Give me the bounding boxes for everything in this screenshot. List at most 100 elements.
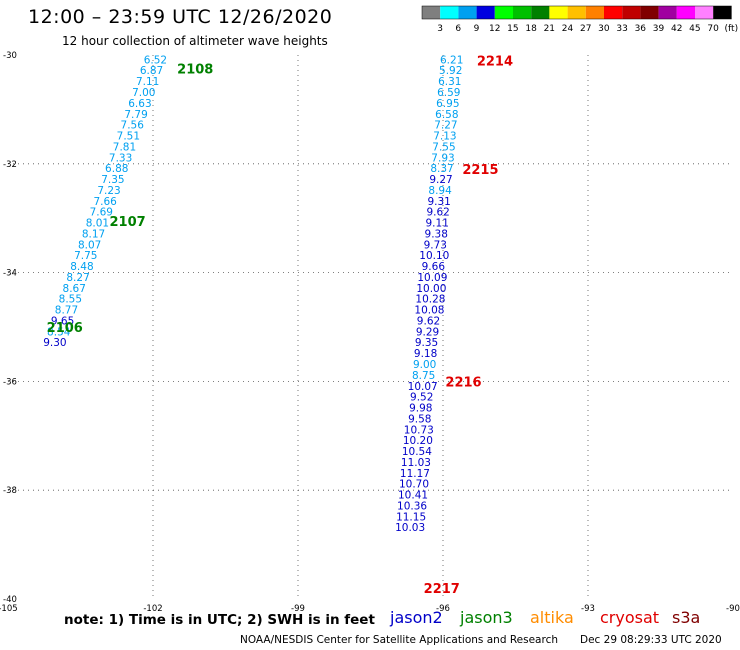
x-tick-label: -96 bbox=[436, 604, 450, 614]
x-tick-label: -99 bbox=[291, 604, 305, 614]
colorbar-label: 39 bbox=[653, 24, 665, 34]
wave-height-label: 11.03 bbox=[401, 457, 431, 469]
time-label: 2107 bbox=[110, 215, 146, 230]
wave-height-label: 7.51 bbox=[117, 131, 140, 143]
y-tick-label: -36 bbox=[3, 377, 17, 387]
wave-height-label: 10.28 bbox=[415, 294, 445, 306]
time-label: 2214 bbox=[477, 54, 513, 69]
colorbar-swatch bbox=[494, 6, 513, 19]
colorbar-swatch bbox=[604, 6, 623, 19]
wave-height-label: 7.33 bbox=[109, 152, 132, 164]
wave-height-label: 9.62 bbox=[426, 207, 449, 219]
wave-height-label: 6.58 bbox=[435, 109, 458, 121]
colorbar-label: 33 bbox=[616, 24, 627, 34]
wave-height-label: 9.11 bbox=[426, 218, 449, 230]
wave-height-label: 6.59 bbox=[437, 87, 460, 99]
wave-height-label: 8.17 bbox=[82, 228, 105, 240]
colorbar-swatch bbox=[549, 6, 568, 19]
colorbar-label: 15 bbox=[507, 24, 518, 34]
colorbar-swatch bbox=[458, 6, 477, 19]
wave-height-label: 7.66 bbox=[93, 196, 117, 208]
y-tick-label: -38 bbox=[3, 486, 17, 496]
wave-height-label: 10.10 bbox=[419, 250, 449, 262]
wave-height-label: 6.87 bbox=[140, 65, 163, 77]
wave-height-label: 6.21 bbox=[440, 54, 463, 66]
wave-height-label: 10.70 bbox=[399, 479, 429, 491]
wave-height-label: 7.27 bbox=[434, 120, 457, 132]
colorbar-frame bbox=[421, 5, 732, 20]
colorbar-swatch bbox=[476, 6, 495, 19]
wave-height-label: 8.54 bbox=[47, 326, 71, 338]
wave-height-label: 9.38 bbox=[425, 228, 448, 240]
wave-height-label: 7.00 bbox=[132, 87, 155, 99]
wave-height-label: 8.67 bbox=[63, 283, 86, 295]
legend-altika: altika bbox=[530, 608, 574, 627]
y-tick-label: -34 bbox=[3, 269, 17, 279]
chart-title: 12:00 – 23:59 UTC 12/26/2020 bbox=[28, 6, 333, 28]
wave-height-label: 11.15 bbox=[396, 511, 426, 523]
wave-height-label: 7.13 bbox=[433, 131, 456, 143]
wave-height-label: 9.98 bbox=[409, 403, 432, 415]
generated-timestamp: Dec 29 08:29:33 UTC 2020 bbox=[580, 634, 722, 646]
wave-height-label: 11.17 bbox=[400, 468, 430, 480]
colorbar-label: 36 bbox=[635, 24, 647, 34]
colorbar-swatch bbox=[531, 6, 550, 19]
colorbar-swatch bbox=[622, 6, 641, 19]
wave-height-label: 6.88 bbox=[105, 163, 128, 175]
wave-height-label: 8.48 bbox=[70, 261, 93, 273]
wave-height-label: 8.27 bbox=[66, 272, 89, 284]
wave-height-label: 8.37 bbox=[430, 163, 453, 175]
y-tick-label: -30 bbox=[3, 51, 17, 61]
y-tick-label: -40 bbox=[3, 595, 17, 605]
colorbar-label: 70 bbox=[707, 24, 719, 34]
x-tick-label: -105 bbox=[0, 604, 18, 614]
wave-height-label: 8.07 bbox=[78, 239, 101, 251]
wave-height-label: 8.01 bbox=[86, 218, 109, 230]
colorbar-swatch bbox=[513, 6, 532, 19]
wave-height-label: 7.69 bbox=[90, 207, 113, 219]
legend-cryosat: cryosat bbox=[600, 608, 660, 627]
wave-height-label: 10.08 bbox=[414, 305, 444, 317]
time-label: 2215 bbox=[462, 163, 498, 178]
wave-height-label: 7.23 bbox=[97, 185, 120, 197]
wave-height-label: 9.65 bbox=[51, 315, 74, 327]
time-label: 2108 bbox=[177, 63, 213, 78]
wave-height-label: 10.03 bbox=[395, 522, 425, 534]
wave-height-label: 9.66 bbox=[422, 261, 446, 273]
colorbar-label: 12 bbox=[489, 24, 500, 34]
colorbar-swatch bbox=[440, 6, 459, 19]
wave-height-label: 7.55 bbox=[432, 141, 455, 153]
wave-height-label: 9.35 bbox=[415, 337, 438, 349]
time-label: 2106 bbox=[47, 321, 83, 336]
colorbar-label: 3 bbox=[437, 24, 443, 34]
time-label: 2216 bbox=[445, 375, 481, 390]
legend-jason2: jason2 bbox=[390, 608, 443, 627]
colorbar-label: 24 bbox=[562, 24, 574, 34]
colorbar-label: 6 bbox=[455, 24, 461, 34]
wave-height-label: 10.41 bbox=[398, 490, 428, 502]
wave-height-label: 10.54 bbox=[402, 446, 432, 458]
wave-height-label: 10.00 bbox=[416, 283, 446, 295]
wave-height-label: 7.79 bbox=[124, 109, 147, 121]
legend-jason3: jason3 bbox=[460, 608, 513, 627]
x-tick-label: -102 bbox=[143, 604, 162, 614]
colorbar-swatch bbox=[640, 6, 659, 19]
wave-height-label: 6.31 bbox=[438, 76, 461, 88]
colorbar-label: 9 bbox=[474, 24, 480, 34]
y-tick-label: -32 bbox=[3, 160, 17, 170]
wave-height-label: 10.20 bbox=[403, 435, 433, 447]
wave-height-label: 10.09 bbox=[417, 272, 447, 284]
wave-height-label: 8.55 bbox=[59, 294, 82, 306]
wave-height-label: 7.75 bbox=[74, 250, 97, 262]
wave-height-label: 9.18 bbox=[414, 348, 437, 360]
colorbar-swatch bbox=[658, 6, 677, 19]
wave-height-label: 7.93 bbox=[431, 152, 454, 164]
wave-height-label: 7.11 bbox=[136, 76, 159, 88]
wave-height-label: 5.92 bbox=[439, 65, 462, 77]
wave-height-label: 8.94 bbox=[428, 185, 452, 197]
wave-height-label: 9.30 bbox=[43, 337, 66, 349]
colorbar-label: 21 bbox=[544, 24, 555, 34]
wave-height-label: 9.27 bbox=[429, 174, 452, 186]
colorbar-label: 45 bbox=[689, 24, 700, 34]
